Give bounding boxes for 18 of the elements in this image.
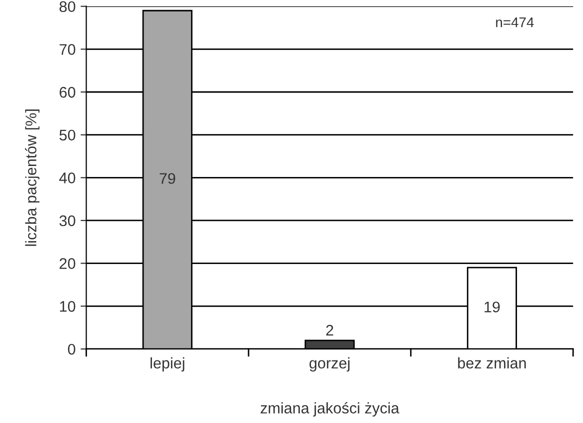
x-tick-label: lepiej	[150, 357, 184, 372]
x-tick-label: gorzej	[310, 357, 350, 372]
y-tick-label: 20	[60, 258, 76, 270]
data-label: 79	[160, 173, 176, 184]
y-tick-label: 80	[60, 1, 76, 12]
annotation: n=474	[496, 18, 534, 28]
y-tick-label: 70	[60, 44, 76, 55]
y-tick-label: 40	[59, 172, 76, 184]
y-tick-label: 60	[60, 86, 76, 98]
x-tick-label: bez zmian	[458, 357, 526, 369]
y-tick-label: 30	[59, 215, 76, 226]
y-tick-label: 50	[59, 130, 76, 141]
x-axis-title: zmiana jakości życia	[260, 402, 400, 417]
y-axis-title: liczba pacjentów [%]	[25, 110, 40, 246]
data-label: 2	[326, 324, 334, 336]
data-label: 19	[484, 302, 500, 312]
y-tick-label: 0	[68, 344, 76, 355]
y-tick-label: 10	[60, 301, 76, 312]
